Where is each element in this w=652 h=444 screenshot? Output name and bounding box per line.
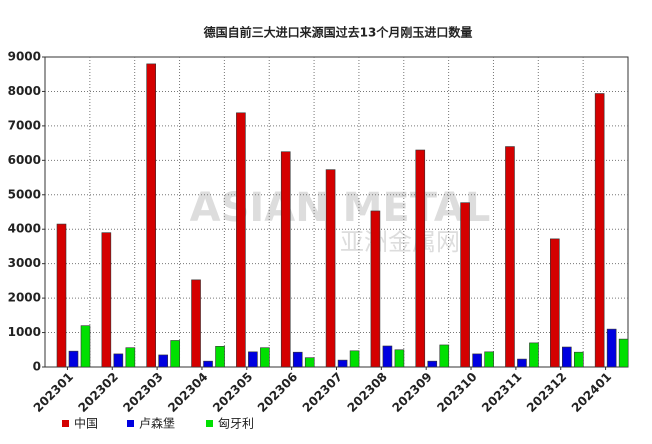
y-tick-label: 5000	[8, 187, 41, 201]
y-tick-label: 8000	[8, 84, 41, 98]
bar	[460, 202, 470, 368]
x-tick-label: 202308	[345, 370, 390, 415]
bar	[618, 338, 629, 368]
y-tick-label: 4000	[8, 222, 41, 236]
legend-label: 匈牙利	[218, 417, 254, 431]
legend-label: 卢森堡	[139, 416, 175, 431]
legend-swatch	[62, 420, 69, 427]
bar	[415, 149, 426, 368]
x-tick-label: 202306	[255, 370, 300, 415]
x-tick-label: 202304	[165, 370, 210, 415]
x-tick-label: 202303	[120, 370, 165, 415]
y-tick-label: 6000	[8, 153, 41, 167]
bar	[337, 359, 348, 368]
bar	[280, 151, 291, 368]
bar	[170, 340, 180, 368]
bar	[248, 351, 258, 368]
bar	[191, 279, 201, 368]
bar	[550, 238, 560, 368]
bar	[101, 232, 112, 368]
bar	[68, 350, 79, 368]
x-tick-label: 202302	[76, 370, 121, 415]
bar	[113, 353, 124, 368]
bar	[260, 347, 270, 368]
bar	[125, 347, 136, 368]
y-tick-label: 3000	[8, 256, 41, 270]
bar	[382, 345, 393, 368]
watermark: ASIAN METAL	[190, 185, 491, 231]
bar	[304, 357, 315, 368]
x-tick-label: 202309	[389, 370, 434, 415]
legend-swatch	[206, 420, 213, 427]
bar	[472, 353, 482, 368]
bar	[505, 146, 515, 368]
bar	[439, 344, 450, 368]
chart-title: 德国自前三大进口来源国过去13个月刚玉进口数量	[204, 25, 473, 40]
y-tick-label: 0	[33, 360, 41, 374]
bar	[325, 169, 336, 368]
bar	[292, 351, 303, 368]
x-tick-label: 202305	[210, 370, 255, 415]
bar	[56, 223, 67, 368]
x-tick-label: 202401	[569, 370, 614, 415]
bar	[349, 350, 360, 368]
bar	[529, 342, 539, 368]
bar	[394, 349, 405, 368]
x-tick-label: 202310	[434, 370, 479, 415]
y-tick-label: 9000	[8, 50, 41, 64]
bar	[146, 63, 156, 368]
bar	[517, 358, 527, 368]
legend-swatch	[127, 420, 134, 427]
bar	[427, 360, 438, 368]
y-tick-label: 1000	[8, 325, 41, 339]
bar	[562, 346, 572, 368]
legend-label: 中国	[74, 416, 98, 431]
x-tick-label: 202301	[31, 370, 76, 415]
bar	[606, 328, 617, 368]
bar	[203, 360, 213, 368]
x-tick-label: 202307	[300, 370, 345, 415]
watermark: 亚洲金属网	[340, 228, 460, 256]
bar	[484, 351, 494, 368]
bar	[574, 351, 584, 368]
x-tick-label: 202312	[524, 370, 569, 415]
bar	[215, 346, 225, 368]
y-tick-label: 2000	[8, 291, 41, 305]
bar	[594, 93, 605, 368]
bar	[370, 210, 381, 368]
y-tick-label: 7000	[8, 118, 41, 132]
bar	[236, 112, 246, 368]
bar	[158, 354, 168, 368]
x-tick-label: 202311	[479, 370, 524, 415]
bar	[80, 325, 91, 368]
